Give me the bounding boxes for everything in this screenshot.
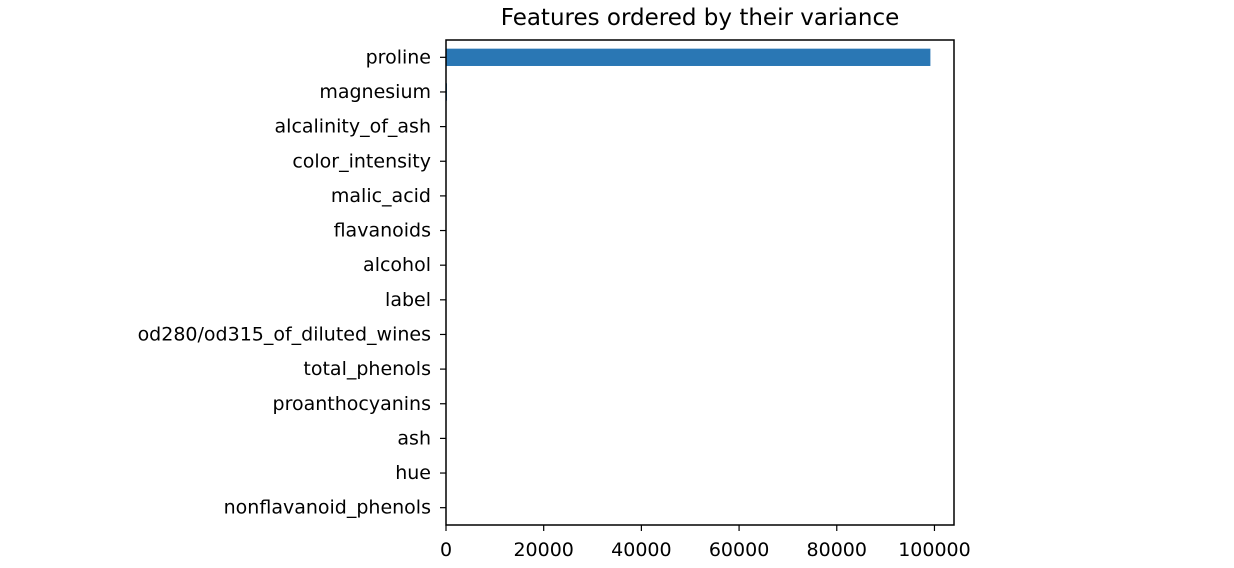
y-tick-label: od280/od315_of_diluted_wines [138, 323, 431, 345]
x-axis: 0 20000 40000 60000 80000 100000 [440, 525, 971, 561]
x-tick-label: 0 [440, 539, 452, 561]
x-tick-label: 40000 [611, 539, 671, 561]
y-tick-label: proanthocyanins [273, 393, 431, 415]
bar-proline [446, 48, 931, 66]
y-tick-label: hue [395, 462, 431, 484]
x-tick-label: 60000 [709, 539, 769, 561]
bars-group [446, 48, 931, 517]
y-tick-label: flavanoids [334, 220, 431, 242]
x-tick-label: 20000 [513, 539, 573, 561]
y-tick-label: alcohol [363, 254, 431, 276]
x-tick-label: 80000 [807, 539, 867, 561]
y-tick-label: nonflavanoid_phenols [224, 497, 431, 519]
y-tick-label: magnesium [319, 81, 431, 103]
y-axis: proline magnesium alcalinity_of_ash color_i… [138, 46, 446, 519]
y-tick-label: ash [397, 427, 431, 449]
y-tick-label: alcalinity_of_ash [275, 116, 431, 138]
y-tick-label: total_phenols [303, 358, 431, 380]
plot-frame [445, 39, 955, 526]
y-tick-label: color_intensity [292, 150, 431, 172]
chart-title: Features ordered by their variance [501, 5, 900, 31]
y-tick-label: label [385, 289, 431, 311]
x-tick-label: 100000 [898, 539, 971, 561]
y-tick-label: malic_acid [331, 185, 431, 207]
y-tick-label: proline [366, 46, 431, 68]
